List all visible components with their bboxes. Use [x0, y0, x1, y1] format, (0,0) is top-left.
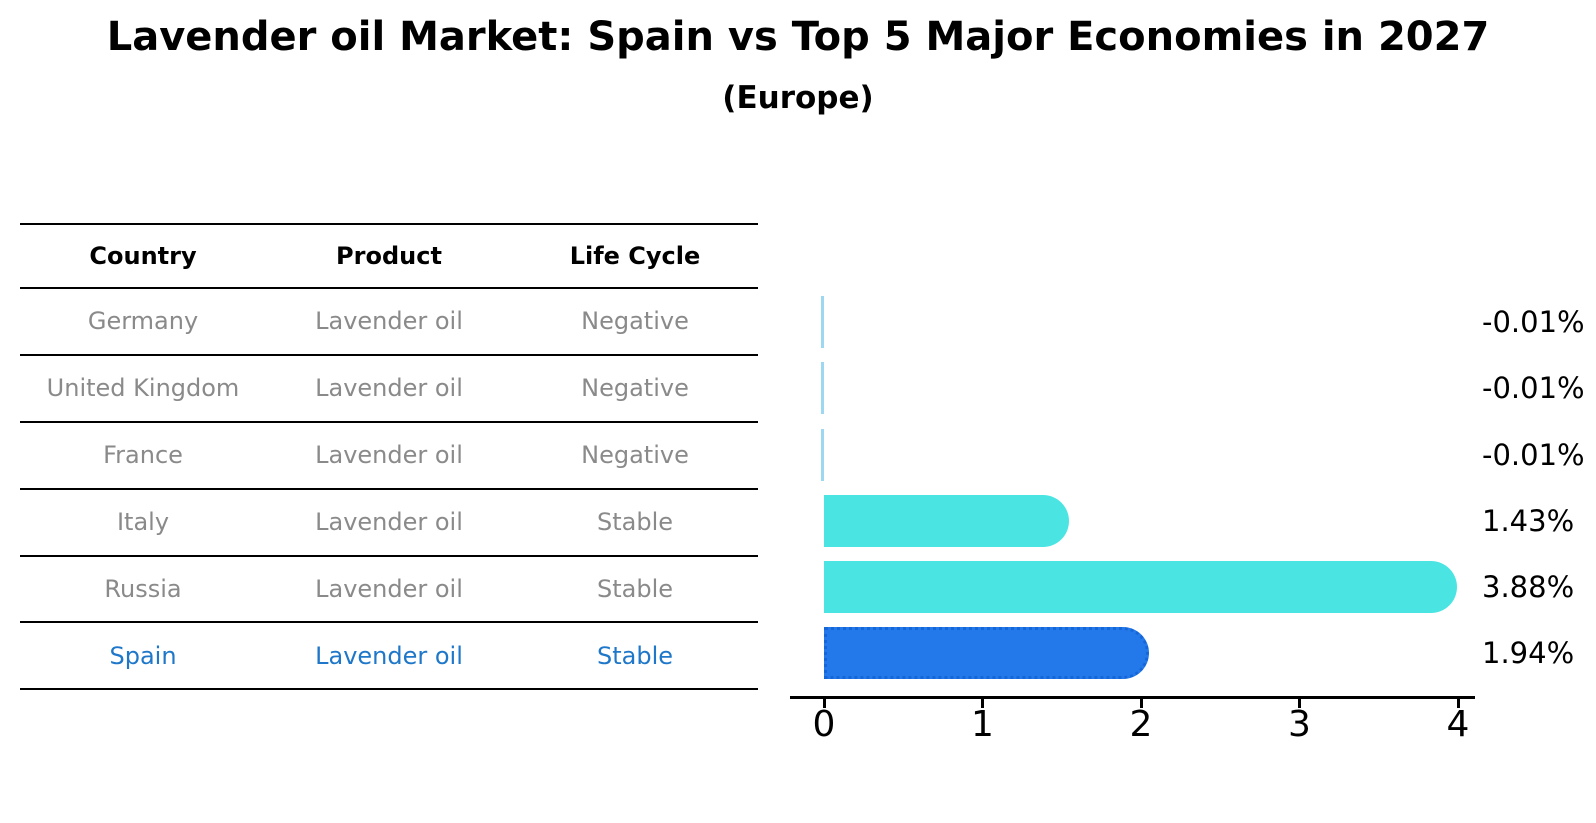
x-tick-mark	[981, 699, 984, 708]
x-tick-label: 3	[1288, 704, 1311, 745]
country-cell: France	[103, 441, 183, 470]
table-row: United Kingdom Lavender oil Negative	[20, 356, 758, 423]
value-label: 3.88%	[1482, 570, 1575, 604]
page-subtitle: (Europe)	[722, 80, 874, 116]
bar	[824, 561, 1457, 613]
life-cycle-cell: Negative	[581, 307, 689, 336]
country-cell: Spain	[109, 641, 177, 670]
product-cell: Lavender oil	[315, 307, 463, 336]
x-tick-label: 0	[812, 704, 836, 745]
x-tick-mark	[1139, 699, 1143, 708]
table-header-product: Product	[336, 242, 442, 270]
bar-negative	[821, 429, 824, 481]
life-cycle-cell: Stable	[596, 575, 674, 603]
country-cell: Russia	[104, 575, 182, 603]
x-tick-mark	[822, 699, 826, 708]
bar-negative	[821, 296, 824, 348]
life-cycle-cell: Negative	[581, 374, 689, 403]
table-rows: Germany Lavender oil Negative United Kingdo…	[20, 289, 758, 691]
table-header-row: Country Product Life Cycle	[20, 225, 758, 289]
country-table: Country Product Life Cycle Germany Lavend…	[20, 223, 758, 691]
country-cell: United Kingdom	[46, 374, 240, 403]
country-cell: Germany	[87, 307, 199, 336]
value-label: -0.01%	[1482, 438, 1585, 472]
x-tick-mark	[1298, 699, 1301, 708]
life-cycle-cell: Stable	[596, 641, 674, 670]
x-axis-line	[790, 696, 1475, 699]
table-row: Spain Lavender oil Stable	[20, 623, 758, 691]
bar-negative	[821, 362, 824, 414]
table-row: Italy Lavender oil Stable	[20, 490, 758, 557]
table-row: Russia Lavender oil Stable	[20, 557, 758, 624]
life-cycle-cell: Negative	[581, 441, 689, 470]
product-cell: Lavender oil	[315, 641, 463, 670]
x-tick-label: 1	[971, 704, 994, 745]
table-row: Germany Lavender oil Negative	[20, 289, 758, 356]
value-label: 1.43%	[1482, 504, 1575, 538]
x-tick-mark	[1456, 699, 1460, 708]
bar	[824, 495, 1069, 547]
product-cell: Lavender oil	[315, 575, 463, 603]
table-row: France Lavender oil Negative	[20, 423, 758, 490]
x-tick-label: 4	[1446, 704, 1470, 745]
product-cell: Lavender oil	[315, 374, 463, 403]
table-header-country: Country	[89, 242, 197, 270]
product-cell: Lavender oil	[315, 508, 463, 537]
value-label: -0.01%	[1482, 371, 1585, 405]
x-tick-label: 2	[1129, 704, 1153, 745]
product-cell: Lavender oil	[315, 441, 463, 470]
page-title: Lavender oil Market: Spain vs Top 5 Majo…	[106, 14, 1490, 60]
value-label: 1.94%	[1482, 636, 1575, 670]
bar-highlighted	[824, 627, 1150, 679]
country-cell: Italy	[116, 508, 170, 537]
table-header-life-cycle: Life Cycle	[569, 242, 701, 270]
life-cycle-cell: Stable	[596, 508, 674, 537]
value-label: -0.01%	[1482, 305, 1585, 339]
